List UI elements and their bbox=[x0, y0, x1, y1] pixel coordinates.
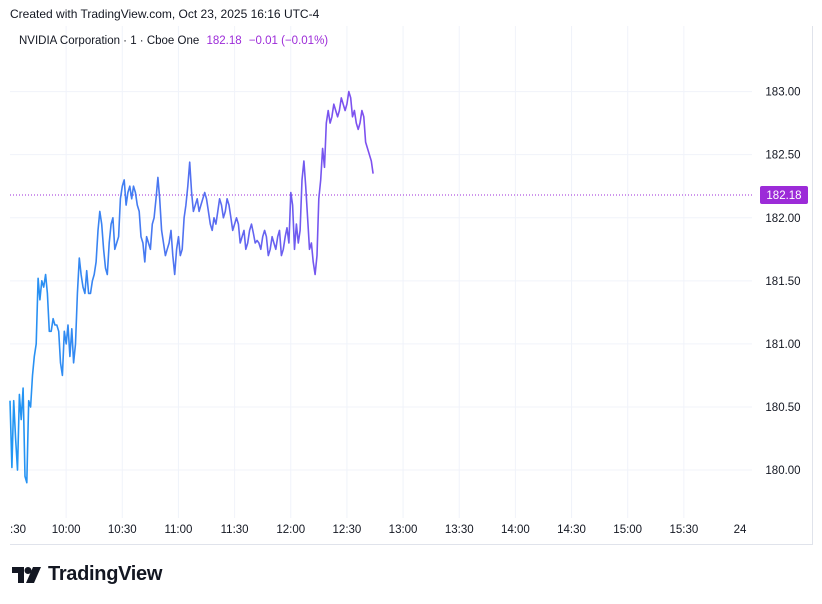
y-tick-label: 180.00 bbox=[765, 465, 800, 477]
x-tick-label: 15:30 bbox=[669, 524, 698, 536]
last-price-badge-bg bbox=[760, 186, 808, 205]
y-tick-label: 181.50 bbox=[765, 276, 800, 288]
legend-change: −0.01 (−0.01%) bbox=[248, 35, 329, 47]
y-axis-labels: 180.00 180.50 181.00 181.50 182.00 182.50 183.… bbox=[765, 87, 800, 477]
chart-legend: NVIDIA Corporation · 1 · Cboe One 182.18… bbox=[19, 35, 328, 47]
x-tick-label: 10:00 bbox=[52, 524, 81, 536]
x-tick-label: :30 bbox=[10, 524, 26, 536]
chart-area[interactable] bbox=[10, 26, 813, 545]
x-grid bbox=[65, 26, 685, 518]
y-tick-label: 182.00 bbox=[765, 213, 800, 225]
last-price-badge-label: 182.18 bbox=[766, 190, 801, 202]
x-tick-label: 13:00 bbox=[389, 524, 418, 536]
created-with-text: Created with TradingView.com, Oct 23, 20… bbox=[10, 7, 320, 21]
x-tick-label: 24 bbox=[734, 524, 747, 536]
symbol-label: NVIDIA Corporation · 1 · Cboe One bbox=[19, 35, 200, 47]
tradingview-logo[interactable]: TradingView bbox=[12, 563, 162, 586]
tradingview-mark-icon bbox=[12, 566, 41, 583]
x-tick-label: 11:30 bbox=[221, 524, 249, 536]
x-tick-label: 11:00 bbox=[164, 524, 192, 536]
x-tick-label: 14:30 bbox=[557, 524, 586, 536]
y-tick-label: 183.00 bbox=[765, 87, 800, 99]
x-tick-label: 14:00 bbox=[501, 524, 530, 536]
x-tick-label: 12:30 bbox=[333, 524, 362, 536]
price-series-line bbox=[9, 90, 374, 484]
x-tick-label: 13:30 bbox=[445, 524, 474, 536]
y-grid bbox=[10, 91, 752, 471]
tradingview-wordmark: TradingView bbox=[48, 563, 163, 585]
legend-price: 182.18 bbox=[206, 35, 242, 47]
y-tick-label: 182.50 bbox=[765, 150, 800, 162]
last-price-badge: 182.18 bbox=[760, 186, 808, 205]
y-tick-label: 180.50 bbox=[765, 402, 800, 414]
x-tick-label: 10:30 bbox=[108, 524, 137, 536]
x-tick-label: 15:00 bbox=[613, 524, 642, 536]
y-tick-label: 181.00 bbox=[765, 339, 800, 351]
x-tick-label: 12:00 bbox=[276, 524, 305, 536]
x-axis-labels: :30 10:00 10:30 11:00 11:30 12:00 12:30 13:00 13… bbox=[10, 524, 747, 536]
